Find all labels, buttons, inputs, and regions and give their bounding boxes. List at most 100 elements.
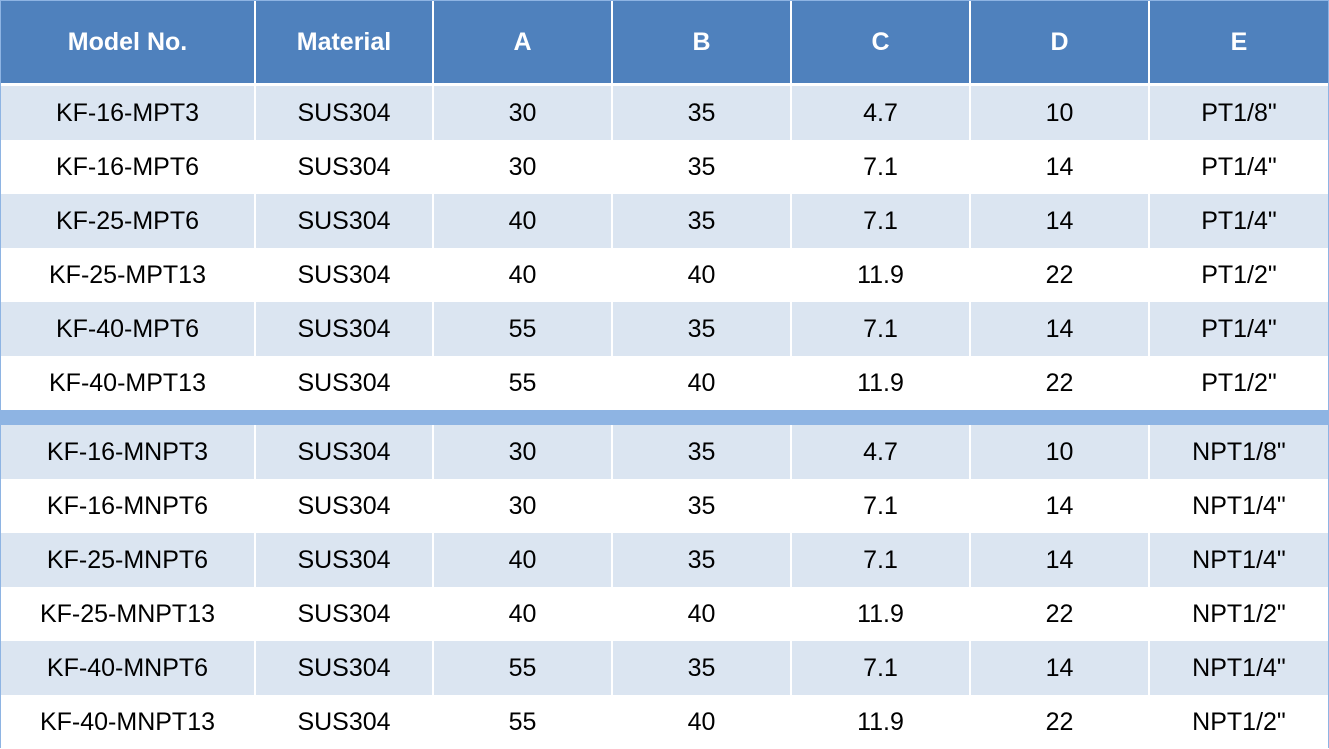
cell-a: 55: [433, 302, 612, 356]
cell-c: 7.1: [791, 194, 970, 248]
cell-d: 22: [970, 248, 1149, 302]
cell-d: 22: [970, 356, 1149, 410]
header-e: E: [1149, 1, 1328, 85]
cell-d: 10: [970, 85, 1149, 141]
cell-e: NPT1/4": [1149, 641, 1328, 695]
cell-b: 35: [612, 641, 791, 695]
cell-material: SUS304: [255, 533, 433, 587]
cell-model-no: KF-40-MPT13: [1, 356, 255, 410]
cell-e: NPT1/4": [1149, 479, 1328, 533]
cell-d: 14: [970, 533, 1149, 587]
cell-b: 35: [612, 85, 791, 141]
cell-b: 35: [612, 425, 791, 479]
cell-e: PT1/4": [1149, 194, 1328, 248]
cell-material: SUS304: [255, 302, 433, 356]
cell-a: 55: [433, 695, 612, 749]
cell-model-no: KF-40-MNPT6: [1, 641, 255, 695]
cell-c: 11.9: [791, 695, 970, 749]
cell-e: NPT1/2": [1149, 695, 1328, 749]
cell-b: 40: [612, 587, 791, 641]
cell-b: 35: [612, 194, 791, 248]
cell-d: 14: [970, 641, 1149, 695]
cell-c: 7.1: [791, 641, 970, 695]
cell-a: 30: [433, 85, 612, 141]
header-c: C: [791, 1, 970, 85]
cell-e: PT1/2": [1149, 248, 1328, 302]
cell-c: 11.9: [791, 356, 970, 410]
cell-a: 40: [433, 533, 612, 587]
cell-model-no: KF-16-MNPT3: [1, 425, 255, 479]
cell-a: 30: [433, 425, 612, 479]
cell-material: SUS304: [255, 641, 433, 695]
cell-b: 35: [612, 533, 791, 587]
cell-b: 40: [612, 356, 791, 410]
group-separator-bar: [1, 410, 1328, 425]
cell-e: PT1/8": [1149, 85, 1328, 141]
cell-a: 30: [433, 140, 612, 194]
cell-d: 22: [970, 587, 1149, 641]
cell-d: 14: [970, 479, 1149, 533]
cell-e: PT1/4": [1149, 302, 1328, 356]
cell-model-no: KF-25-MNPT6: [1, 533, 255, 587]
cell-material: SUS304: [255, 194, 433, 248]
cell-c: 11.9: [791, 587, 970, 641]
cell-a: 40: [433, 587, 612, 641]
cell-model-no: KF-16-MPT3: [1, 85, 255, 141]
header-model-no: Model No.: [1, 1, 255, 85]
cell-d: 14: [970, 302, 1149, 356]
cell-model-no: KF-40-MNPT13: [1, 695, 255, 749]
cell-material: SUS304: [255, 356, 433, 410]
cell-material: SUS304: [255, 695, 433, 749]
cell-model-no: KF-16-MPT6: [1, 140, 255, 194]
cell-e: NPT1/4": [1149, 533, 1328, 587]
cell-d: 22: [970, 695, 1149, 749]
cell-material: SUS304: [255, 587, 433, 641]
header-material: Material: [255, 1, 433, 85]
cell-b: 40: [612, 248, 791, 302]
cell-e: PT1/4": [1149, 140, 1328, 194]
cell-model-no: KF-16-MNPT6: [1, 479, 255, 533]
cell-material: SUS304: [255, 479, 433, 533]
cell-material: SUS304: [255, 248, 433, 302]
cell-d: 14: [970, 140, 1149, 194]
cell-a: 55: [433, 641, 612, 695]
cell-a: 55: [433, 356, 612, 410]
cell-d: 14: [970, 194, 1149, 248]
cell-material: SUS304: [255, 425, 433, 479]
cell-a: 30: [433, 479, 612, 533]
cell-b: 35: [612, 140, 791, 194]
cell-model-no: KF-25-MPT6: [1, 194, 255, 248]
cell-model-no: KF-25-MNPT13: [1, 587, 255, 641]
cell-model-no: KF-25-MPT13: [1, 248, 255, 302]
cell-model-no: KF-40-MPT6: [1, 302, 255, 356]
cell-d: 10: [970, 425, 1149, 479]
header-d: D: [970, 1, 1149, 85]
cell-a: 40: [433, 248, 612, 302]
header-a: A: [433, 1, 612, 85]
cell-c: 7.1: [791, 302, 970, 356]
cell-e: NPT1/2": [1149, 587, 1328, 641]
cell-b: 35: [612, 302, 791, 356]
cell-e: PT1/2": [1149, 356, 1328, 410]
cell-c: 7.1: [791, 140, 970, 194]
cell-b: 35: [612, 479, 791, 533]
cell-c: 7.1: [791, 533, 970, 587]
cell-material: SUS304: [255, 140, 433, 194]
cell-b: 40: [612, 695, 791, 749]
header-row: Model No. Material A B C D E: [1, 1, 1328, 85]
cell-c: 4.7: [791, 425, 970, 479]
